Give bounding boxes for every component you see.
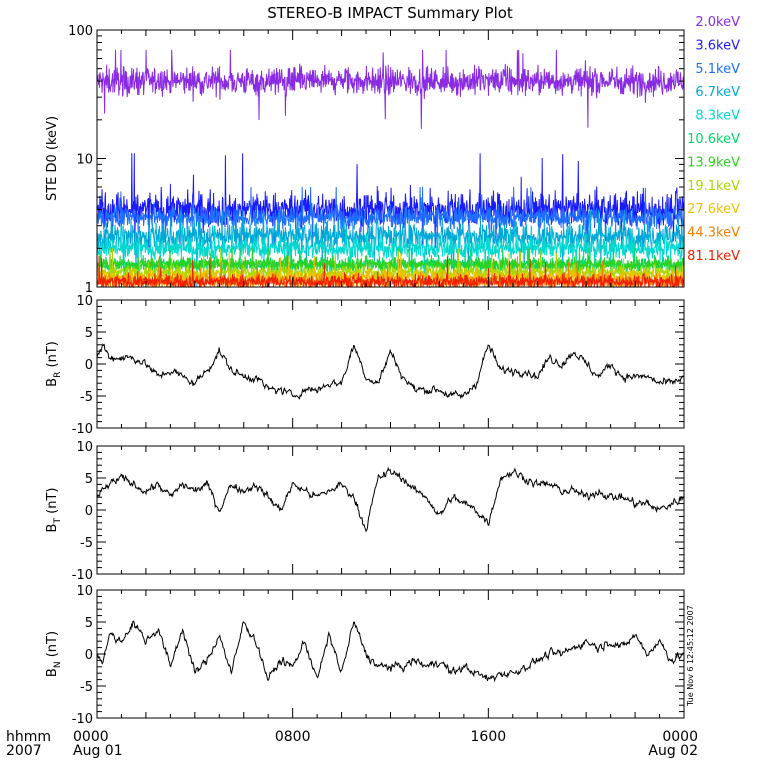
y-axis-label-subscript: T: [53, 518, 63, 525]
y-axis: -10 -5 0 5 10: [72, 294, 684, 437]
series-line-5.1keV: [96, 186, 685, 249]
series-line-2.0keV: [96, 49, 685, 129]
y-axis: -10 -5 0 5 10: [72, 584, 684, 727]
generation-timestamp: Tue Nov 6 12:45:12 2007: [686, 605, 695, 707]
legend-entry-6.7keV: 6.7keV: [695, 85, 740, 100]
y-tick-label: 5: [85, 472, 93, 487]
x-tick-label: 0000: [73, 729, 109, 745]
x-tick-date-label: Aug 02: [648, 743, 698, 759]
panel-2: -10 -5 0 5 10 BT (nT): [45, 440, 685, 583]
panel-frame: [96, 299, 685, 429]
legend-entry-19.1keV: 19.1keV: [687, 179, 740, 194]
energy-legend: 2.0keV 3.6keV 5.1keV 6.7keV 8.3keV 10.6keV 13.…: [687, 15, 740, 264]
y-axis: 1 10 100: [68, 24, 684, 296]
y-tick-label: -10: [72, 712, 93, 727]
energy-flux-traces: [96, 49, 685, 289]
y-tick-label: 10: [76, 153, 93, 168]
x-axis-ticks: [96, 300, 685, 428]
y-tick-label: 5: [85, 326, 93, 341]
legend-entry-5.1keV: 5.1keV: [695, 62, 740, 77]
y-tick-label: -5: [80, 390, 93, 405]
y-tick-label: 10: [76, 584, 93, 599]
y-axis-label: BN (nT): [45, 631, 63, 677]
legend-entry-3.6keV: 3.6keV: [695, 38, 740, 53]
y-tick-label: -5: [80, 536, 93, 551]
y-tick-label: 10: [76, 440, 93, 455]
y-tick-label: -10: [72, 568, 93, 583]
y-tick-label: 100: [68, 24, 93, 39]
plot-title: STEREO-B IMPACT Summary Plot: [267, 4, 513, 22]
y-tick-label: 5: [85, 616, 93, 631]
y-axis-label-base: B: [45, 668, 60, 677]
panel-0: 1 10 100 STE D0 (keV): [45, 24, 685, 296]
y-axis-label: STE D0 (keV): [45, 116, 60, 201]
field-trace: [96, 620, 685, 683]
x-tick-label: 0800: [275, 729, 311, 745]
panel-3: -10 -5 0 5 10 BN (nT): [45, 584, 685, 727]
y-tick-label: -5: [80, 680, 93, 695]
panel-1: -10 -5 0 5 10 BR (nT): [45, 294, 685, 437]
y-axis-label-unit: (nT): [45, 488, 60, 518]
x-tick-label: 1600: [471, 729, 507, 745]
legend-entry-44.3keV: 44.3keV: [687, 226, 740, 241]
x-tick-date-label: Aug 01: [73, 743, 123, 759]
field-trace: [96, 343, 685, 400]
series-line-8.3keV: [96, 225, 685, 288]
y-tick-label: 0: [85, 504, 93, 519]
y-tick-label: 0: [85, 358, 93, 373]
y-axis-label-base: B: [45, 378, 60, 387]
panel-frame: [96, 589, 685, 719]
y-tick-label: 10: [76, 294, 93, 309]
y-tick-label: -10: [72, 422, 93, 437]
y-axis-label: BT (nT): [45, 488, 63, 533]
legend-entry-8.3keV: 8.3keV: [695, 109, 740, 124]
x-axis-ticks: [96, 30, 685, 287]
year-label: 2007: [6, 743, 42, 759]
y-axis-label: BR (nT): [45, 341, 63, 387]
y-axis-label-base: B: [45, 524, 60, 533]
series-line-27.6keV: [96, 251, 685, 288]
time-format-label: hhmm: [6, 729, 51, 745]
y-axis-label-subscript: N: [53, 661, 63, 668]
x-axis-ticks: [96, 590, 685, 718]
legend-entry-81.1keV: 81.1keV: [687, 249, 740, 264]
x-axis-ticks: [96, 446, 685, 574]
legend-entry-27.6keV: 27.6keV: [687, 202, 740, 217]
x-tick-label: 0000: [662, 729, 698, 745]
field-trace: [96, 466, 685, 533]
series-line-13.9keV: [96, 248, 685, 288]
y-axis-label-unit: (nT): [45, 631, 60, 661]
y-tick-label: 1: [85, 281, 93, 296]
panel-frame: [96, 445, 685, 575]
legend-entry-10.6keV: 10.6keV: [687, 132, 740, 147]
y-axis-label-unit: (nT): [45, 341, 60, 371]
y-axis-label-subscript: R: [53, 372, 63, 378]
y-tick-label: 0: [85, 648, 93, 663]
y-axis: -10 -5 0 5 10: [72, 440, 684, 583]
legend-entry-13.9keV: 13.9keV: [687, 155, 740, 170]
legend-entry-2.0keV: 2.0keV: [695, 15, 740, 30]
